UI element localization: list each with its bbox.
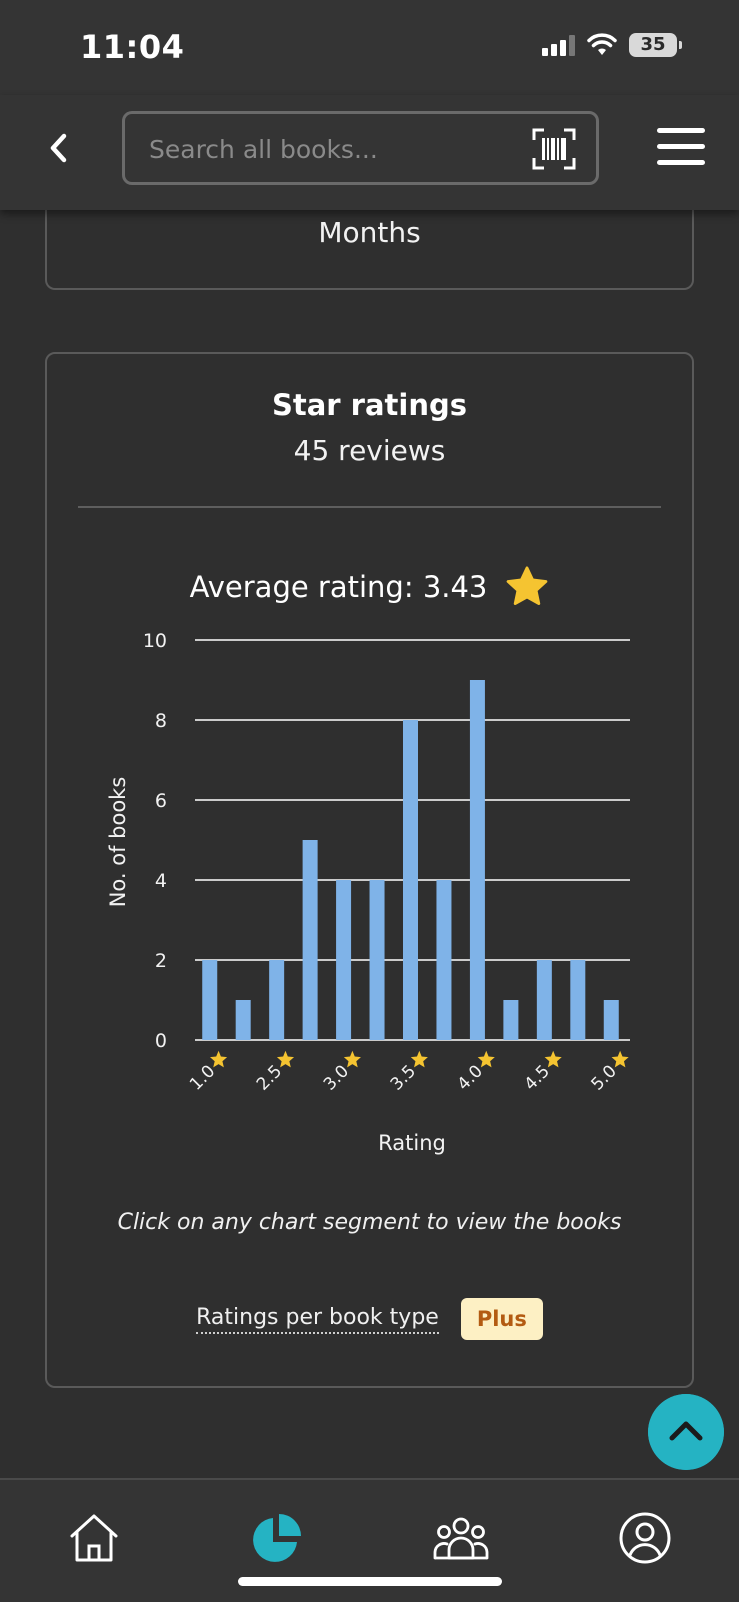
y-tick-label: 10: [143, 630, 167, 652]
star-icon: [507, 566, 548, 605]
star-ratings-card: Star ratings 45 reviews Average rating: …: [45, 352, 694, 1388]
battery-icon: 35: [629, 33, 682, 57]
y-tick-label: 4: [155, 870, 167, 892]
x-tick-label: 1.0: [186, 1050, 228, 1095]
cellular-signal-icon: [542, 34, 575, 56]
rating-bar[interactable]: [570, 960, 586, 1040]
x-tick-label: 5.0: [588, 1050, 629, 1095]
wifi-icon: [587, 33, 617, 55]
x-axis-label: Rating: [378, 1131, 446, 1155]
home-indicator: [238, 1577, 502, 1586]
divider: [78, 506, 661, 508]
rating-bar[interactable]: [235, 1000, 251, 1040]
search-input[interactable]: [147, 114, 511, 184]
rating-bar[interactable]: [202, 960, 218, 1040]
reviews-count: 45 reviews: [293, 434, 446, 467]
average-rating-row: Average rating: 3.43: [47, 566, 692, 608]
x-tick-star-icon: [410, 1050, 428, 1068]
x-tick-star-icon: [276, 1050, 295, 1068]
rating-bar[interactable]: [369, 880, 385, 1040]
barcode-scan-icon[interactable]: [532, 128, 576, 170]
y-tick-label: 2: [155, 950, 167, 972]
hamburger-menu-button[interactable]: [657, 128, 705, 168]
x-axis-ticks: 1.0 2.5 3.0 3.5 4.0 4.5 5.0: [186, 1050, 629, 1095]
plus-badge[interactable]: Plus: [460, 1298, 543, 1340]
rating-bar[interactable]: [436, 880, 452, 1040]
ratings-bar-chart: 0 2 4 6 8 10 1.0 2.5 3.0 3.5 4.0 4.5 5.0 No. of boo…: [106, 630, 630, 1155]
scroll-to-top-button[interactable]: [648, 1394, 724, 1470]
search-box: [122, 111, 599, 185]
x-tick-star-icon: [343, 1050, 361, 1068]
y-tick-label: 6: [155, 790, 167, 812]
status-icons: 35: [542, 33, 682, 57]
back-button[interactable]: [40, 128, 80, 168]
bars: [202, 680, 619, 1040]
top-header: [0, 95, 739, 210]
status-bar: 11:04 35: [0, 0, 739, 95]
rating-bar[interactable]: [302, 840, 318, 1040]
rating-bar[interactable]: [269, 960, 285, 1040]
rating-bar[interactable]: [336, 880, 352, 1040]
y-axis-label: No. of books: [106, 777, 130, 908]
x-tick-label: 3.5: [387, 1050, 428, 1095]
x-tick-star-icon: [611, 1050, 629, 1068]
book-type-row: Ratings per book type Plus: [47, 1298, 692, 1340]
months-card: Months: [45, 180, 694, 290]
x-tick-label: 4.5: [521, 1050, 562, 1095]
community-icon[interactable]: [433, 1510, 489, 1566]
y-tick-label: 0: [155, 1030, 167, 1052]
rating-bar[interactable]: [603, 1000, 619, 1040]
months-label: Months: [318, 216, 421, 249]
rating-bar[interactable]: [403, 720, 418, 1040]
home-icon[interactable]: [66, 1510, 122, 1566]
x-tick-star-icon: [210, 1050, 228, 1068]
chart-hint: Click on any chart segment to view the b…: [117, 1210, 622, 1235]
average-rating-text: Average rating: 3.43: [189, 570, 488, 604]
x-tick-star-icon: [544, 1050, 562, 1068]
x-tick-label: 2.5: [253, 1050, 295, 1095]
y-tick-label: 8: [155, 710, 167, 732]
x-tick-star-icon: [477, 1050, 495, 1068]
y-axis-ticks: 0 2 4 6 8 10: [143, 630, 167, 1052]
rating-bar[interactable]: [536, 960, 552, 1040]
x-tick-label: 3.0: [320, 1050, 361, 1095]
profile-icon[interactable]: [617, 1510, 673, 1566]
card-title: Star ratings: [271, 388, 468, 422]
x-tick-label: 4.0: [454, 1050, 495, 1095]
status-time: 11:04: [80, 28, 185, 66]
rating-bar[interactable]: [503, 1000, 519, 1040]
stats-pie-icon[interactable]: [249, 1510, 305, 1566]
rating-bar[interactable]: [469, 680, 485, 1040]
ratings-per-book-type-link[interactable]: Ratings per book type: [196, 1305, 439, 1334]
